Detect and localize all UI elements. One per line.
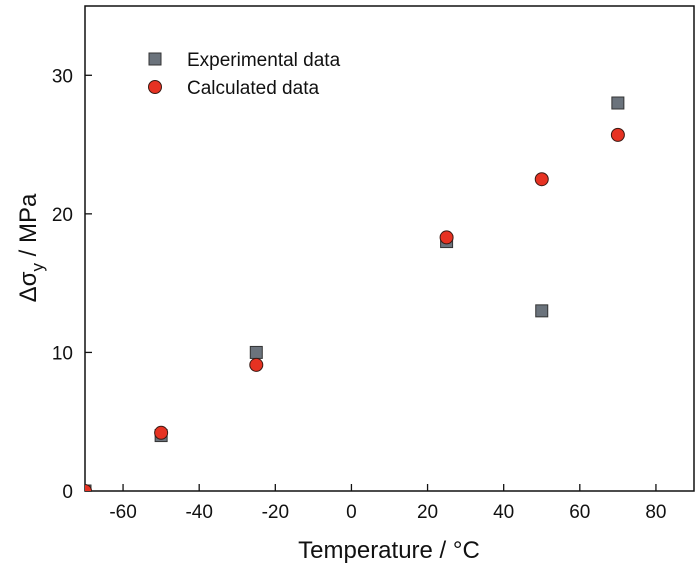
legend-label: Calculated data	[187, 78, 319, 99]
legend-circle-marker	[148, 80, 162, 94]
calculated-point	[534, 172, 549, 187]
calculated-point	[154, 425, 169, 440]
experimental-point	[535, 304, 549, 318]
x-tick-label: -40	[185, 502, 212, 523]
legend: Experimental data Calculated data	[148, 50, 341, 99]
y-axis-title-main: Δσ	[15, 271, 42, 302]
x-tick-label: 0	[346, 502, 357, 523]
y-axis-title-suffix: / MPa	[15, 193, 42, 263]
x-tick-label: 80	[645, 502, 666, 523]
y-tick-label: 20	[52, 205, 73, 226]
experimental-point	[611, 96, 625, 110]
x-axis-title: Temperature / °C	[298, 537, 480, 564]
y-axis-title: Δσy / MPa	[15, 193, 47, 302]
y-tick-label: 10	[52, 343, 73, 364]
x-tick-label: -60	[109, 502, 136, 523]
x-tick-label: -20	[262, 502, 289, 523]
x-tick-label: 60	[569, 502, 590, 523]
y-tick-label: 0	[62, 482, 73, 503]
x-tick-label: 20	[417, 502, 438, 523]
y-axis: 0 10 20 30	[52, 66, 92, 503]
calculated-point	[610, 127, 625, 142]
experimental-point	[249, 345, 263, 359]
x-tick-label: 40	[493, 502, 514, 523]
calculated-point	[249, 357, 264, 372]
legend-square-marker	[148, 52, 162, 66]
y-axis-title-subscript: y	[28, 263, 47, 272]
plot-frame	[84, 5, 695, 492]
legend-label: Experimental data	[187, 50, 341, 71]
calculated-point	[439, 230, 454, 245]
data-points	[85, 96, 625, 491]
calculated-point	[85, 484, 92, 491]
y-tick-label: 30	[52, 66, 73, 87]
x-axis: -60 -40 -20 0 20 40 60 80	[109, 484, 667, 523]
